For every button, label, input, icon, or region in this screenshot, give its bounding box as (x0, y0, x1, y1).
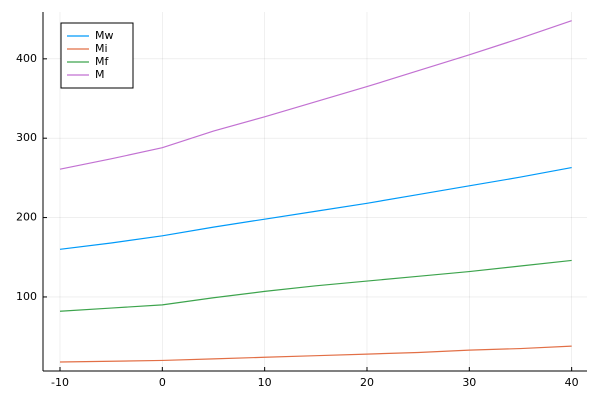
legend-label: Mi (95, 42, 108, 55)
line-series (59, 259, 572, 312)
y-tick-label: 200 (16, 211, 37, 224)
x-tick-label: 40 (565, 376, 579, 389)
line-series (59, 20, 572, 170)
x-tick-label: 20 (360, 376, 374, 389)
legend-label: M (95, 68, 105, 81)
y-tick-label: 100 (16, 290, 37, 303)
legend-label: Mf (95, 55, 109, 68)
x-tick-label: 30 (462, 376, 476, 389)
line-series (59, 345, 572, 363)
x-tick-label: 10 (258, 376, 272, 389)
y-tick-label: 400 (16, 52, 37, 65)
line-series (59, 166, 572, 250)
x-tick-label: -10 (51, 376, 69, 389)
legend-label: Mw (95, 29, 114, 42)
y-tick-label: 300 (16, 131, 37, 144)
legend-box (60, 22, 134, 89)
x-tick-label: 0 (159, 376, 166, 389)
